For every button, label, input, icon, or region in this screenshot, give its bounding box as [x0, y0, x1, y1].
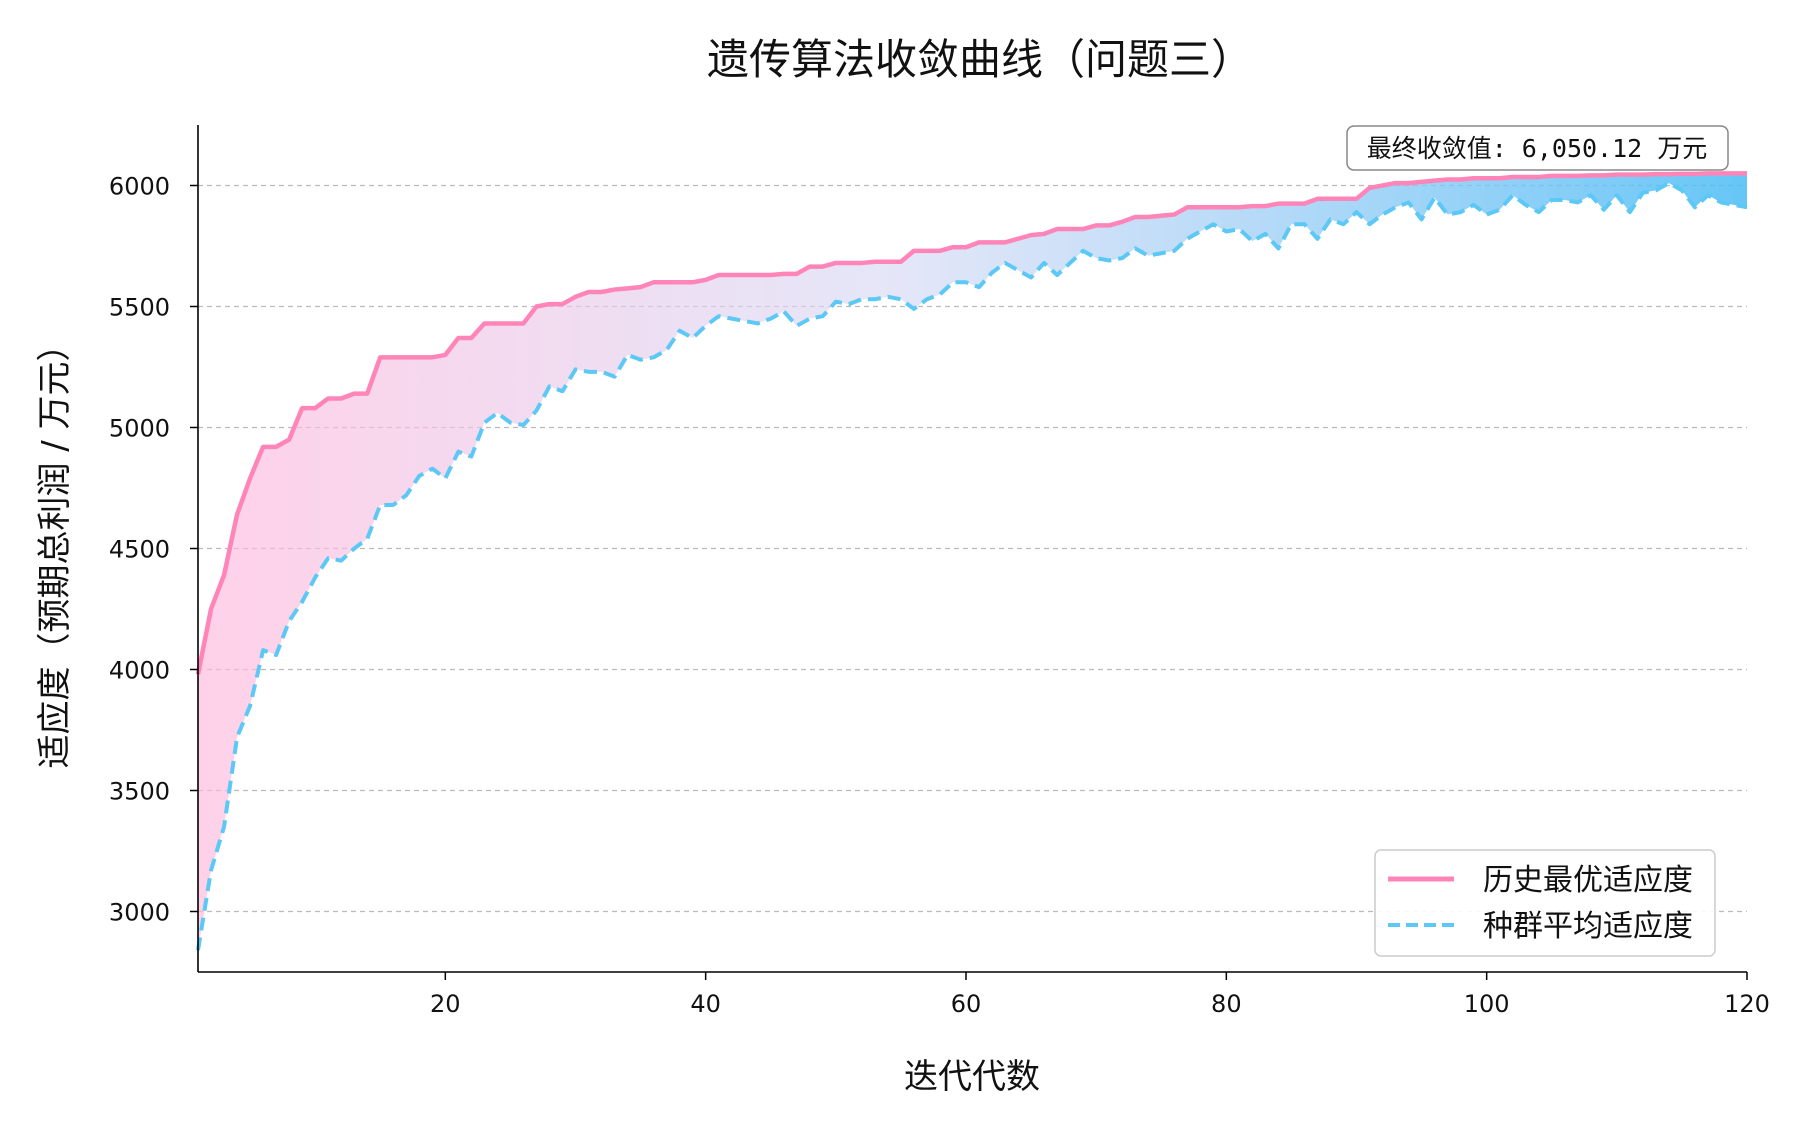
- y-tick-label-5500: 5500: [109, 294, 170, 322]
- annotation-text: 最终收敛值: 6,050.12 万元: [1367, 134, 1708, 163]
- x-tick-label-40: 40: [690, 990, 721, 1018]
- series-line-best: [195, 171, 1747, 675]
- x-tick-label-20: 20: [430, 990, 461, 1018]
- y-tick-label-4500: 4500: [109, 536, 170, 564]
- y-axis-ticks: 3000 3500 4000 4500 5000 5500 6000: [109, 173, 198, 927]
- series-lines: [195, 171, 1748, 951]
- series-line-average: [196, 181, 1748, 951]
- x-tick-label-100: 100: [1464, 990, 1510, 1018]
- x-axis-label: 迭代代数: [904, 1057, 1040, 1097]
- legend-box: [1374, 849, 1716, 957]
- x-axis-ticks: 20 40 60 80 100 120: [430, 972, 1770, 1018]
- y-tick-label-6000: 6000: [109, 173, 170, 201]
- y-tick-label-3500: 3500: [109, 778, 170, 806]
- legend-label-average: 种群平均适应度: [1483, 909, 1693, 944]
- y-tick-label-5000: 5000: [109, 415, 170, 443]
- final-value-annotation: 最终收敛值: 6,050.12 万元: [1346, 125, 1729, 171]
- grid-lines: [198, 184, 1747, 913]
- annotation-box: [1346, 125, 1729, 171]
- y-tick-label-4000: 4000: [109, 657, 170, 685]
- y-tick-label-3000: 3000: [109, 899, 170, 927]
- x-tick-label-60: 60: [951, 990, 982, 1018]
- x-tick-label-120: 120: [1724, 990, 1770, 1018]
- chart-title: 遗传算法收敛曲线（问题三）: [707, 35, 1253, 84]
- y-axis-label: 适应度（预期总利润 / 万元）: [35, 327, 75, 768]
- fill-between-path: [198, 173, 1747, 951]
- x-tick-label-80: 80: [1211, 990, 1242, 1018]
- legend-label-best: 历史最优适应度: [1483, 863, 1693, 898]
- fill-between-area: [198, 173, 1747, 951]
- legend: 历史最优适应度 种群平均适应度: [1374, 849, 1716, 957]
